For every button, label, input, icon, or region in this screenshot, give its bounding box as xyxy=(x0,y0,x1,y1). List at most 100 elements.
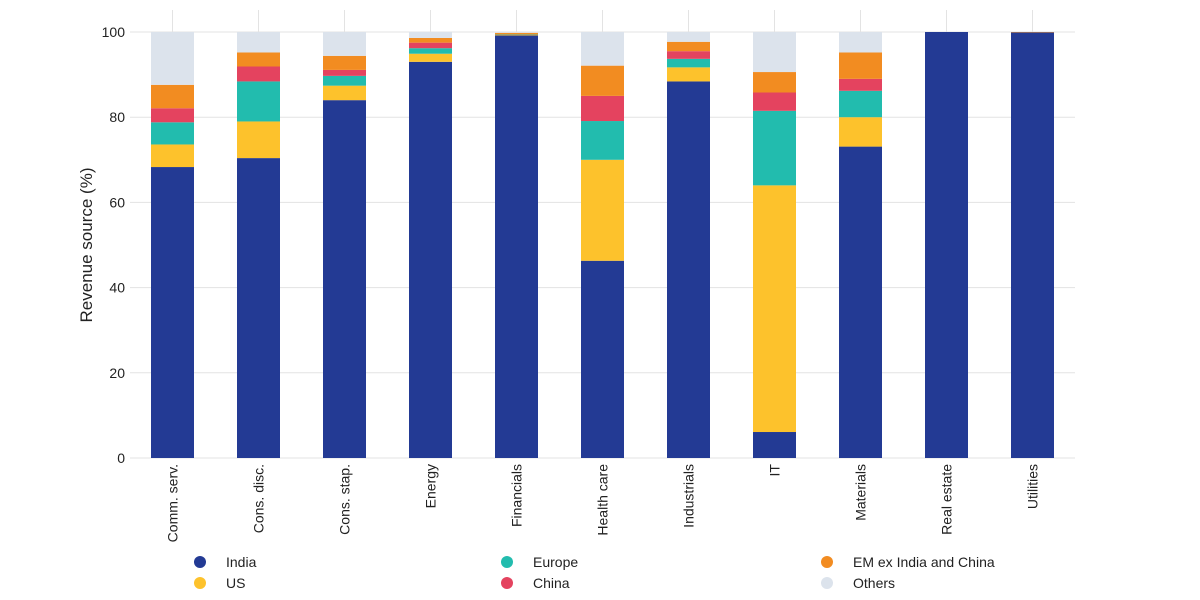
bar-stack xyxy=(1011,32,1054,459)
legend-item: Others xyxy=(821,575,895,591)
x-tick-label: Cons. disc. xyxy=(251,464,267,533)
legend-label: Europe xyxy=(533,554,578,570)
legend-swatch-icon xyxy=(194,556,206,568)
legend-item: China xyxy=(501,575,570,591)
legend-swatch-icon xyxy=(501,577,513,589)
bar-segment-india xyxy=(581,260,624,458)
legend-item: US xyxy=(194,575,245,591)
bar-segment-em-ex-india-and-china xyxy=(409,37,452,43)
bar-segment-us xyxy=(323,85,366,101)
y-tick-label: 80 xyxy=(109,109,125,125)
bar-segment-india xyxy=(925,32,968,458)
bar-stack xyxy=(839,32,882,458)
legend-item: EM ex India and China xyxy=(821,554,995,570)
legend-label: EM ex India and China xyxy=(853,554,995,570)
legend: India US Europe China EM ex India and China O… xyxy=(194,554,995,591)
bar-segment-others xyxy=(753,32,796,73)
bar-segment-china xyxy=(753,92,796,111)
legend-label: China xyxy=(533,575,570,591)
bar-segment-india xyxy=(151,167,194,459)
bar-segment-india xyxy=(237,158,280,458)
x-tick-label: Financials xyxy=(509,464,525,527)
x-tick-label: Industrials xyxy=(681,464,697,528)
x-axis-labels: Comm. serv. Cons. disc. Cons. stap. Energy F… xyxy=(165,464,1041,543)
bar-segment-india xyxy=(667,81,710,458)
legend-label: Others xyxy=(853,575,895,591)
bar-stack xyxy=(925,32,968,458)
bar-segment-us xyxy=(151,144,194,168)
bar-segment-china xyxy=(581,95,624,122)
y-tick-label: 20 xyxy=(109,365,125,381)
bar-segment-europe xyxy=(839,90,882,118)
x-tick-label: Utilities xyxy=(1025,464,1041,509)
legend-swatch-icon xyxy=(501,556,513,568)
y-axis-title: Revenue source (%) xyxy=(77,168,96,323)
bar-segment-china xyxy=(667,51,710,59)
bar-segment-em-ex-india-and-china xyxy=(151,84,194,109)
y-tick-label: 100 xyxy=(102,24,126,40)
legend-swatch-icon xyxy=(821,577,833,589)
bar-segment-india xyxy=(839,146,882,458)
bar-segment-europe xyxy=(667,58,710,68)
bar-segment-others xyxy=(409,32,452,38)
legend-item: Europe xyxy=(501,554,578,570)
bar-segment-em-ex-india-and-china xyxy=(323,55,366,70)
x-tick-label: Energy xyxy=(423,464,439,508)
bar-segment-others xyxy=(581,32,624,66)
x-tick-label: Real estate xyxy=(939,464,955,535)
bar-segment-europe xyxy=(237,81,280,122)
bar-segment-em-ex-india-and-china xyxy=(495,32,538,35)
bar-stack xyxy=(151,32,194,459)
bar-segment-em-ex-india-and-china xyxy=(581,65,624,96)
bar-stack xyxy=(409,32,452,458)
bar-segment-others xyxy=(323,32,366,56)
bar-segment-em-ex-india-and-china xyxy=(667,41,710,52)
bar-segment-us xyxy=(581,159,624,261)
bar-segment-china xyxy=(151,108,194,123)
bar-stack xyxy=(581,32,624,458)
bar-segment-em-ex-india-and-china xyxy=(839,52,882,79)
bar-segment-europe xyxy=(409,48,452,54)
bar-segment-others xyxy=(839,32,882,53)
bar-segment-others xyxy=(151,32,194,85)
bar-stack xyxy=(753,32,796,458)
x-tick-label: Health care xyxy=(595,464,611,536)
y-tick-label: 40 xyxy=(109,280,125,296)
bar-segment-em-ex-india-and-china xyxy=(237,52,280,67)
legend-label: US xyxy=(226,575,245,591)
legend-item: India xyxy=(194,554,257,570)
bar-stack xyxy=(237,32,280,458)
bar-segment-europe xyxy=(323,75,366,86)
bar-segment-europe xyxy=(581,121,624,160)
bar-segment-em-ex-india-and-china xyxy=(753,72,796,93)
bar-segment-us xyxy=(839,117,882,147)
bars xyxy=(151,32,1054,459)
bar-segment-europe xyxy=(753,110,796,186)
bar-segment-india xyxy=(1011,32,1054,459)
x-tick-label: IT xyxy=(767,464,783,477)
legend-swatch-icon xyxy=(194,577,206,589)
bar-segment-china xyxy=(237,66,280,82)
bar-stack xyxy=(667,32,710,458)
bar-stack xyxy=(495,32,538,459)
legend-swatch-icon xyxy=(821,556,833,568)
y-tick-label: 0 xyxy=(117,450,125,466)
bar-segment-others xyxy=(495,32,538,33)
bar-segment-india xyxy=(753,432,796,458)
y-tick-label: 60 xyxy=(109,194,125,210)
x-tick-label: Comm. serv. xyxy=(165,464,181,542)
bar-stack xyxy=(323,32,366,458)
bar-segment-others xyxy=(237,32,280,53)
bar-segment-china xyxy=(839,78,882,91)
bar-segment-china xyxy=(323,69,366,76)
bar-segment-china xyxy=(409,42,452,49)
bar-segment-india xyxy=(409,61,452,458)
bar-segment-india xyxy=(495,35,538,459)
bar-segment-us xyxy=(409,53,452,62)
bar-segment-us xyxy=(237,121,280,159)
legend-label: India xyxy=(226,554,257,570)
bar-segment-us xyxy=(667,67,710,82)
x-tick-label: Materials xyxy=(853,464,869,521)
bar-segment-others xyxy=(667,32,710,42)
